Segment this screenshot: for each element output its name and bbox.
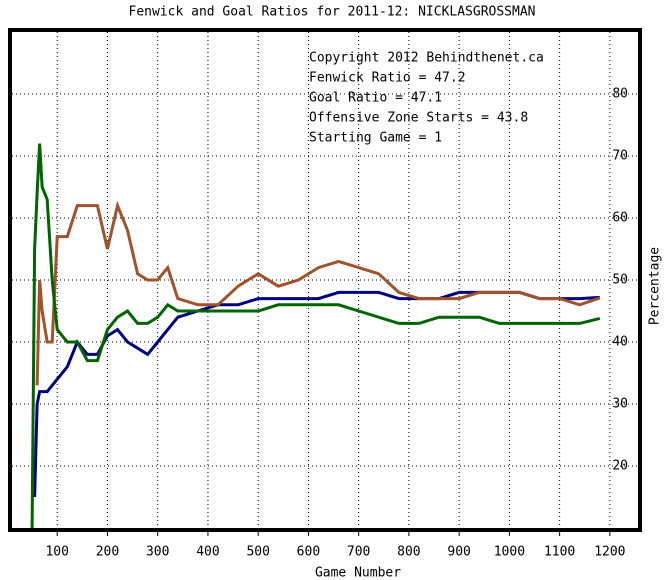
x-tick-label: 600 <box>297 545 320 560</box>
x-tick-label: 400 <box>196 545 219 560</box>
x-tick-label: 1100 <box>544 545 575 560</box>
x-tick-label: 500 <box>246 545 269 560</box>
x-tick-label: 1000 <box>494 545 525 560</box>
x-tick-label: 300 <box>146 545 169 560</box>
x-tick-label: 100 <box>45 545 68 560</box>
x-tick-label: 900 <box>447 545 470 560</box>
legend-entry: Offensive Zone Starts = 43.8 <box>309 111 528 126</box>
y-tick-label: 60 <box>612 211 628 226</box>
series-line <box>35 200 601 386</box>
plot-border <box>8 28 642 532</box>
y-tick-label: 80 <box>612 87 628 102</box>
y-tick-label: 30 <box>612 397 628 412</box>
annotation: Starting Game = 1 <box>309 131 442 146</box>
x-tick-label: 800 <box>397 545 420 560</box>
annotation: Copyright 2012 Behindthenet.ca <box>309 51 544 66</box>
y-tick-label: 20 <box>612 459 628 474</box>
y-tick-label: 70 <box>612 149 628 164</box>
chart-title: Fenwick and Goal Ratios for 2011-12: NIC… <box>129 5 536 20</box>
series-line <box>33 290 600 498</box>
y-axis-label: Percentage <box>648 247 663 325</box>
legend-entry: Fenwick Ratio = 47.2 <box>309 71 466 86</box>
y-tick-label: 40 <box>612 335 628 350</box>
x-tick-label: 700 <box>347 545 370 560</box>
x-tick-label: 200 <box>96 545 119 560</box>
x-tick-label: 1200 <box>594 545 625 560</box>
series-line <box>30 143 601 529</box>
x-axis-label: Game Number <box>315 566 401 580</box>
legend-entry: Goal Ratio = 47.1 <box>309 91 442 106</box>
y-tick-label: 50 <box>612 273 628 288</box>
